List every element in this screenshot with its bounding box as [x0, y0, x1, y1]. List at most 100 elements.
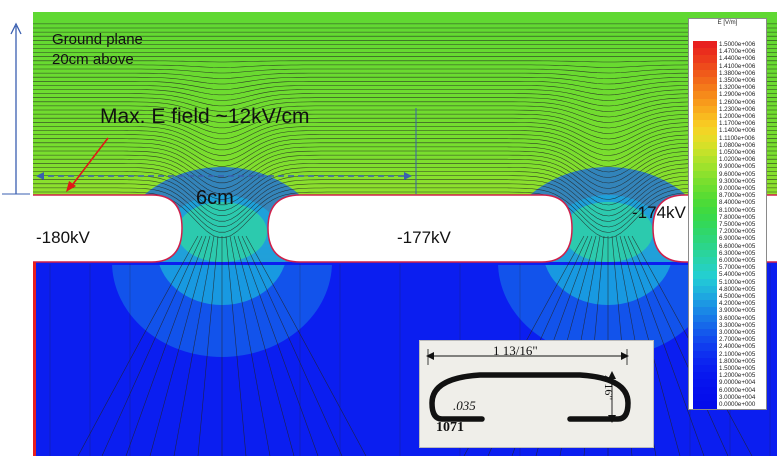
- legend-swatch: [693, 84, 717, 92]
- electrode-profile-inset: [419, 340, 654, 448]
- legend-label: 1.3500e+006: [719, 77, 756, 84]
- legend-swatch: [693, 365, 717, 373]
- legend-swatch: [693, 55, 717, 63]
- equipotential-line: [33, 113, 777, 134]
- equipotential-line: [33, 109, 777, 129]
- legend-label: 5.1000e+005: [719, 278, 756, 286]
- legend-swatch: [693, 77, 717, 85]
- legend-swatch: [693, 149, 717, 157]
- legend-label: 3.3000e+005: [719, 321, 756, 329]
- legend-label: 5.4000e+005: [719, 271, 756, 279]
- legend-label: 1.5000e+005: [719, 365, 756, 372]
- legend-swatch: [693, 120, 717, 128]
- equipotential-line: [33, 68, 777, 74]
- legend-swatch: [693, 314, 717, 323]
- legend-swatch: [693, 386, 717, 395]
- electrode-voltage-3: -174kV: [632, 203, 686, 222]
- electrode-voltage-1: -180kV: [36, 228, 90, 247]
- equipotential-line: [33, 76, 777, 85]
- legend-label: 1.2300e+006: [719, 105, 756, 113]
- equipotential-line: [33, 89, 777, 101]
- field-line: [101, 235, 203, 456]
- legend-swatch: [693, 249, 717, 258]
- legend-swatch: [693, 336, 717, 344]
- legend-label: 3.6000e+005: [719, 314, 756, 322]
- legend-label: 1.1100e+006: [719, 134, 755, 142]
- legend-label: 6.3000e+005: [719, 249, 756, 257]
- equipotential-lines: [33, 23, 777, 239]
- legend-swatch: [693, 393, 717, 402]
- legend-label: 7.5000e+005: [719, 221, 756, 228]
- legend-swatch: [693, 242, 717, 251]
- legend-label: 1.3800e+006: [719, 69, 756, 77]
- ground-label-line2: 20cm above: [52, 51, 134, 68]
- profile-thickness: .035: [453, 398, 476, 413]
- electrode-1: [33, 194, 183, 263]
- equipotential-line: [33, 93, 777, 107]
- legend-label: 1.0500e+006: [719, 149, 756, 156]
- legend-label: 7.8000e+005: [719, 213, 756, 221]
- legend-label: 1.0200e+006: [719, 156, 756, 164]
- equipotential-line: [33, 101, 777, 118]
- legend-swatch: [693, 321, 717, 330]
- field-line: [125, 235, 207, 456]
- legend-swatch: [693, 401, 717, 409]
- equipotential-line: [33, 122, 777, 145]
- legend-swatch: [693, 62, 717, 71]
- electrode-voltage-2: -177kV: [397, 228, 451, 247]
- legend-swatch: [693, 177, 717, 186]
- legend-label: 1.2000e+006: [719, 113, 756, 120]
- equipotential-line: [33, 105, 777, 123]
- equipotential-line: [33, 134, 777, 162]
- electrode-2: [267, 194, 573, 263]
- equipotential-line: [33, 126, 777, 151]
- legend-swatch: [693, 264, 717, 272]
- equipotential-line: [33, 163, 777, 200]
- legend-label: 1.4700e+006: [719, 48, 756, 56]
- legend-label: 4.2000e+005: [719, 300, 756, 308]
- legend-label: 3.0000e+004: [719, 393, 756, 401]
- legend-swatch: [693, 127, 717, 135]
- max-field-arrow: [69, 137, 109, 189]
- legend-label: 4.5000e+005: [719, 293, 756, 300]
- equipotential-line: [33, 179, 777, 222]
- legend-label: 9.6000e+005: [719, 170, 756, 178]
- legend-swatch: [693, 134, 717, 143]
- legend-label: 7.2000e+005: [719, 228, 756, 236]
- legend-label: 6.0000e+004: [719, 386, 756, 394]
- legend-swatch: [693, 235, 717, 243]
- legend-swatch: [693, 199, 717, 207]
- max-field-label: Max. E field ~12kV/cm: [100, 105, 310, 128]
- equipotential-line: [33, 117, 777, 140]
- equipotential-line: [33, 154, 777, 189]
- field-line: [631, 235, 753, 456]
- legend-swatch: [693, 357, 717, 366]
- equipotential-line: [33, 72, 777, 79]
- legend-label: 3.0000e+005: [719, 329, 756, 336]
- legend-swatch: [693, 105, 717, 114]
- field-line: [149, 235, 211, 456]
- legend-swatch: [693, 350, 717, 359]
- legend-swatch: [693, 213, 717, 222]
- legend-swatch: [693, 307, 717, 315]
- legend-label: 4.8000e+005: [719, 285, 756, 293]
- legend-label: 1.2900e+006: [719, 91, 756, 99]
- legend-label: 1.3200e+006: [719, 84, 756, 92]
- legend-swatch: [693, 372, 717, 380]
- legend-swatch: [693, 69, 717, 78]
- legend-swatch: [693, 163, 717, 171]
- equipotential-line: [33, 85, 777, 96]
- legend-swatch: [693, 98, 717, 107]
- equipotential-line: [33, 187, 777, 233]
- legend-swatch: [693, 278, 717, 287]
- ground-distance-arrowhead: [10, 22, 22, 35]
- ground-label-line1: Ground plane: [52, 31, 143, 48]
- legend-label: 1.1700e+006: [719, 120, 756, 128]
- field-line: [233, 235, 295, 456]
- equipotential-line: [33, 138, 777, 167]
- legend-swatch: [693, 221, 717, 229]
- legend-label: 9.3000e+005: [719, 177, 756, 185]
- equipotential-line: [33, 130, 777, 156]
- legend-label: 6.6000e+005: [719, 242, 756, 250]
